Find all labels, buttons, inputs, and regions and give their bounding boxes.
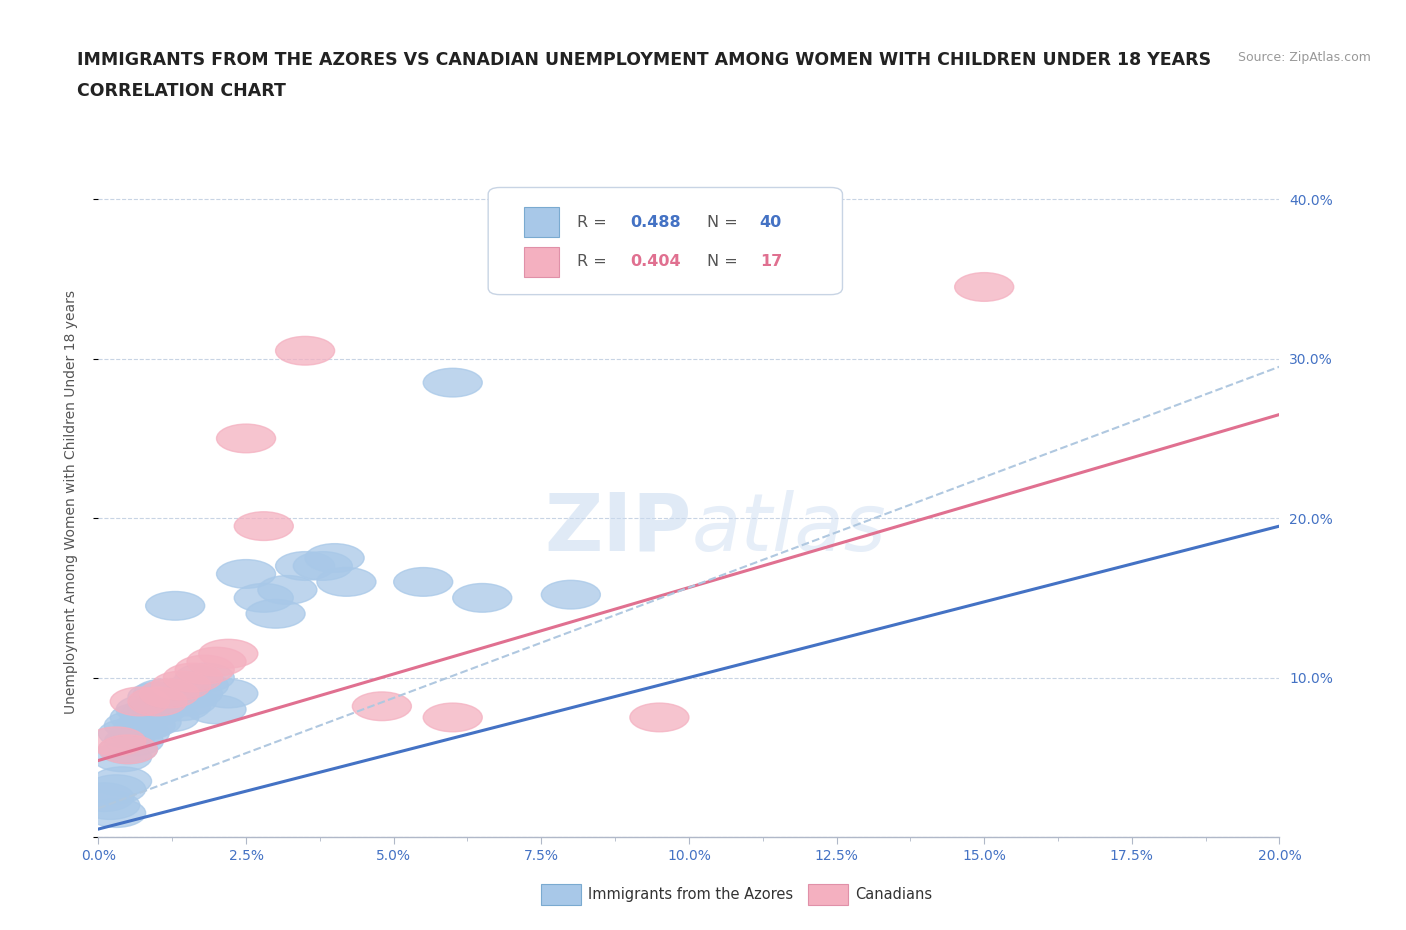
Ellipse shape — [128, 695, 187, 724]
Ellipse shape — [117, 695, 176, 724]
Ellipse shape — [87, 775, 146, 804]
Ellipse shape — [276, 337, 335, 365]
Ellipse shape — [187, 695, 246, 724]
Ellipse shape — [163, 679, 222, 708]
Ellipse shape — [257, 576, 316, 604]
Text: 0.404: 0.404 — [630, 254, 681, 269]
FancyBboxPatch shape — [523, 207, 560, 237]
Text: Canadians: Canadians — [855, 887, 932, 902]
Ellipse shape — [176, 656, 235, 684]
Ellipse shape — [157, 687, 217, 716]
Ellipse shape — [217, 424, 276, 453]
Ellipse shape — [176, 663, 235, 692]
Ellipse shape — [110, 703, 169, 732]
Text: CORRELATION CHART: CORRELATION CHART — [77, 82, 287, 100]
Ellipse shape — [198, 639, 257, 668]
Ellipse shape — [630, 703, 689, 732]
Ellipse shape — [276, 551, 335, 580]
Text: R =: R = — [576, 254, 612, 269]
Ellipse shape — [122, 708, 181, 737]
Text: 17: 17 — [759, 254, 782, 269]
Ellipse shape — [98, 735, 157, 764]
Text: 0.488: 0.488 — [630, 215, 681, 230]
Ellipse shape — [104, 727, 163, 756]
Ellipse shape — [134, 679, 193, 708]
Text: 40: 40 — [759, 215, 782, 230]
Ellipse shape — [169, 671, 228, 700]
Ellipse shape — [316, 567, 375, 596]
Ellipse shape — [87, 727, 146, 756]
Ellipse shape — [128, 687, 187, 716]
Ellipse shape — [122, 698, 181, 727]
Ellipse shape — [139, 679, 198, 708]
Text: Immigrants from the Azores: Immigrants from the Azores — [588, 887, 793, 902]
Text: ZIP: ZIP — [544, 490, 692, 568]
Ellipse shape — [93, 767, 152, 795]
Ellipse shape — [104, 711, 163, 739]
Text: atlas: atlas — [692, 490, 887, 568]
Ellipse shape — [246, 600, 305, 628]
Ellipse shape — [110, 687, 169, 716]
Ellipse shape — [98, 719, 157, 748]
Text: Source: ZipAtlas.com: Source: ZipAtlas.com — [1237, 51, 1371, 64]
Ellipse shape — [128, 683, 187, 711]
FancyBboxPatch shape — [488, 188, 842, 295]
Ellipse shape — [152, 671, 211, 700]
Ellipse shape — [394, 567, 453, 596]
Text: R =: R = — [576, 215, 612, 230]
Y-axis label: Unemployment Among Women with Children Under 18 years: Unemployment Among Women with Children U… — [63, 290, 77, 714]
Ellipse shape — [423, 368, 482, 397]
Text: N =: N = — [707, 215, 742, 230]
Ellipse shape — [146, 591, 205, 620]
Ellipse shape — [110, 719, 169, 748]
FancyBboxPatch shape — [523, 246, 560, 277]
Ellipse shape — [87, 799, 146, 828]
Ellipse shape — [217, 560, 276, 589]
Ellipse shape — [198, 679, 257, 708]
Ellipse shape — [453, 583, 512, 612]
Ellipse shape — [955, 272, 1014, 301]
Text: N =: N = — [707, 254, 742, 269]
Ellipse shape — [139, 703, 198, 732]
Ellipse shape — [305, 544, 364, 572]
Ellipse shape — [235, 512, 294, 540]
Ellipse shape — [117, 711, 176, 739]
Ellipse shape — [294, 551, 353, 580]
Ellipse shape — [93, 743, 152, 772]
Ellipse shape — [423, 703, 482, 732]
Ellipse shape — [187, 647, 246, 676]
Ellipse shape — [235, 583, 294, 612]
Ellipse shape — [75, 783, 134, 812]
Text: IMMIGRANTS FROM THE AZORES VS CANADIAN UNEMPLOYMENT AMONG WOMEN WITH CHILDREN UN: IMMIGRANTS FROM THE AZORES VS CANADIAN U… — [77, 51, 1212, 69]
Ellipse shape — [353, 692, 412, 721]
Ellipse shape — [80, 790, 139, 819]
Ellipse shape — [98, 735, 157, 764]
Ellipse shape — [541, 580, 600, 609]
Ellipse shape — [152, 692, 211, 721]
Ellipse shape — [163, 663, 222, 692]
